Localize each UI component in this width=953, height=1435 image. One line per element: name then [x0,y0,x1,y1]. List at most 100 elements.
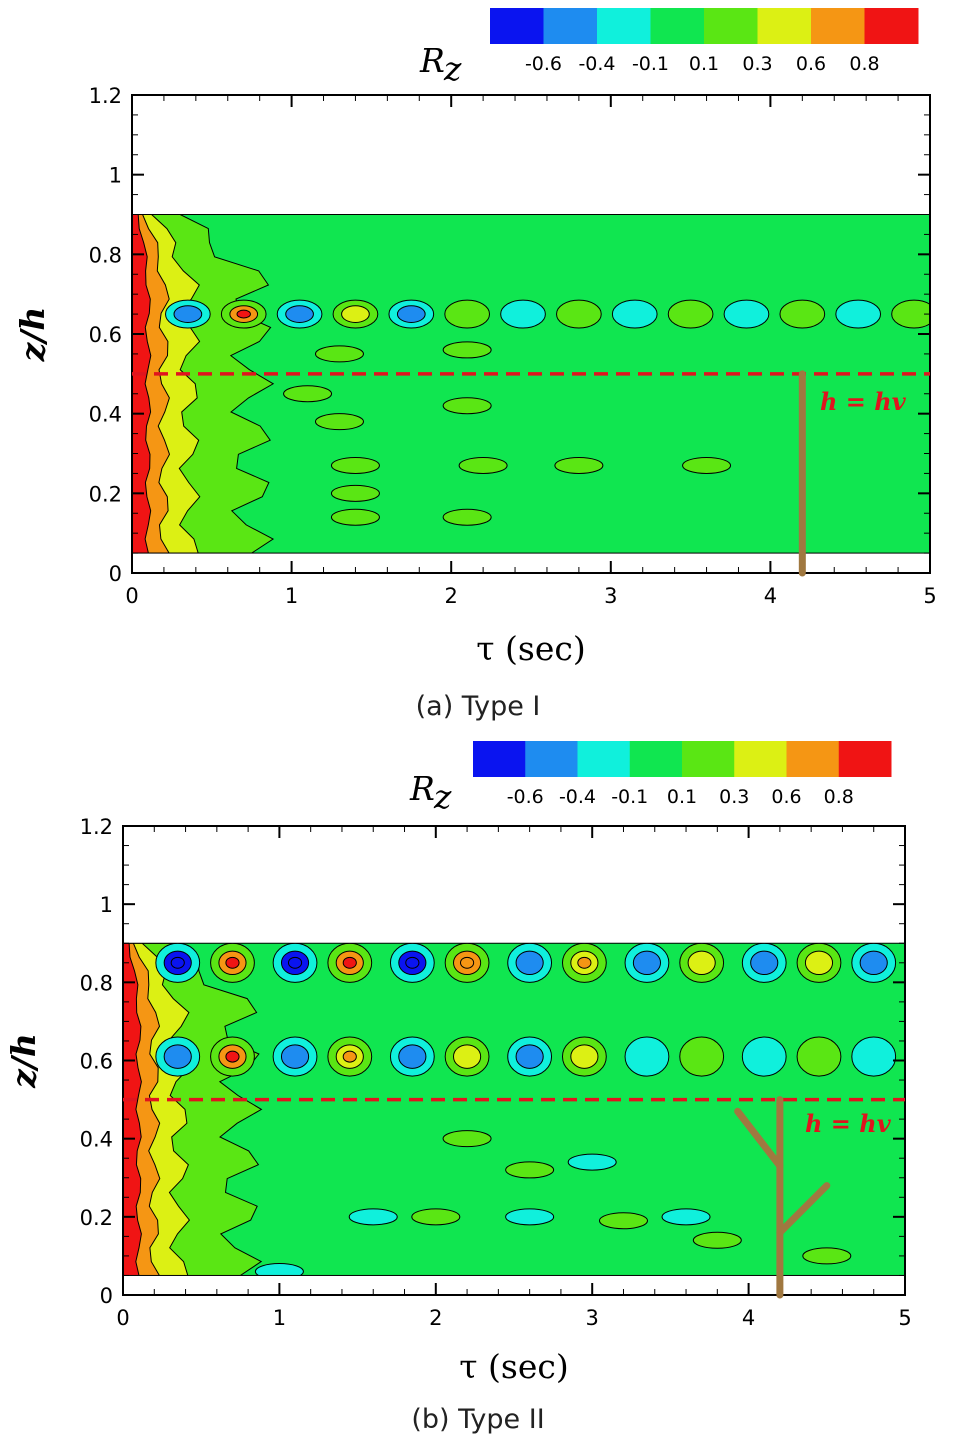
colorbar-swatch [543,8,598,44]
x-tick-label: 0 [125,584,138,608]
colorbar-title: R [419,41,445,80]
correlation-band [132,214,152,554]
panel-caption: (b) Type II [411,1404,544,1435]
contour-field [123,943,905,1276]
contour-blob [254,1263,304,1276]
colorbar-swatch [473,741,526,777]
colorbar-swatch [525,741,578,777]
x-tick-label: 2 [445,584,458,608]
panel-caption: (a) Type I [416,691,541,722]
branch-right [776,1182,831,1236]
x-tick-label: 4 [764,584,777,608]
contour-cell-peak [342,956,357,969]
contour-blob [692,1231,742,1249]
branch-left [734,1107,784,1170]
contour-cell-core [396,305,426,323]
colorbar-label: 0.1 [667,786,697,808]
colorbar-label: 0.6 [796,53,826,75]
colorbar-title: R [409,769,435,808]
contour-blob [330,508,380,526]
contour-blob [567,1153,617,1171]
contour-cell-core [687,950,716,976]
colorbar-swatch [757,8,812,44]
contour-blob [505,1208,555,1226]
y-tick-label: 1 [109,164,122,188]
x-axis-label: τ (sec) [459,1347,568,1386]
y-tick-label: 0.8 [80,971,113,995]
contour-cell-core [804,950,834,976]
colorbar-swatch [704,8,758,44]
colorbar-swatch [597,8,651,44]
colorbar-title-subscript: z [433,777,452,816]
colorbar-label: 0.3 [719,786,749,808]
y-tick-label: 0 [100,1284,113,1308]
y-tick-label: 0.4 [89,403,122,427]
x-axis-label: τ (sec) [476,629,585,668]
y-axis-ticks: 0 0.2 0.4 0.6 0.8 1 1.2 [89,84,930,586]
correlation-band [123,943,142,1276]
y-tick-label: 0 [109,562,122,586]
contour-cell-core [750,950,779,976]
colorbar-swatch [786,741,840,777]
reference-line-label: h = hv [805,1109,892,1138]
colorbar-swatch [650,8,705,44]
contour-cell-core [570,1044,599,1069]
x-tick-label: 2 [429,1306,442,1330]
contour-blob [348,1208,398,1226]
colorbar-label: -0.4 [578,53,615,75]
colorbar-swatch [629,741,683,777]
colorbar-swatch [490,8,544,44]
colorbar-swatch [682,741,735,777]
colorbar-label: 0.6 [771,786,801,808]
contour-cell [796,1036,842,1077]
colorbar-swatch [734,741,787,777]
contour-blob [442,341,492,359]
panel-b: 0 1 2 3 4 5 0 0.2 0.4 0.6 0.8 1 1.2 τ (sec) z/h h = hv -… [4,741,912,1435]
contour-cell [444,299,491,329]
contour-cell-peak [577,956,592,969]
contour-cell-core [398,1044,427,1069]
contour-cell-core [173,305,203,323]
y-tick-label: 0.2 [89,482,122,506]
x-tick-label: 0 [116,1306,129,1330]
y-tick-label: 0.6 [89,323,122,347]
contour-blob [442,508,492,526]
colorbar-swatch [811,8,865,44]
contour-cell [835,299,882,329]
contour-cell [611,299,658,329]
contour-cell [556,299,602,329]
contour-blob [330,484,380,502]
vegetation-stem [734,1096,831,1299]
contour-blob [554,456,604,474]
contour-blob [442,1130,492,1148]
contour-blob [411,1208,461,1226]
colorbar: -0.6 -0.4 -0.1 0.1 0.3 0.6 0.8 R z [409,741,892,816]
x-tick-label: 5 [898,1306,911,1330]
contour-blob [458,456,508,474]
contour-cell [779,299,826,329]
y-axis-ticks: 0 0.2 0.4 0.6 0.8 1 1.2 [80,815,905,1308]
y-tick-label: 1 [100,893,113,917]
contour-blob [598,1212,648,1230]
y-tick-label: 0.8 [89,243,122,267]
colorbar-label: -0.6 [507,786,544,808]
contour-cell-core [859,950,888,976]
x-axis-ticks: 0 1 2 3 4 5 [125,95,937,608]
colorbar-title-subscript: z [443,49,462,88]
x-axis-ticks: 0 1 2 3 4 5 [116,826,912,1330]
contour-cell-peak [236,309,251,319]
colorbar-label: -0.1 [632,53,669,75]
contour-blob [283,385,333,403]
y-tick-label: 1.2 [89,84,122,108]
contour-field [132,214,930,554]
contour-cell [723,299,770,329]
x-tick-label: 1 [273,1306,286,1330]
y-tick-label: 0.4 [80,1128,113,1152]
colorbar-swatch [838,741,892,777]
y-tick-label: 0.6 [80,1050,113,1074]
colorbar-label: 0.8 [824,786,854,808]
contour-cell [500,299,546,329]
colorbar-label: -0.1 [611,786,648,808]
colorbar-label: 0.8 [849,53,879,75]
contour-cell-peak [170,956,185,969]
